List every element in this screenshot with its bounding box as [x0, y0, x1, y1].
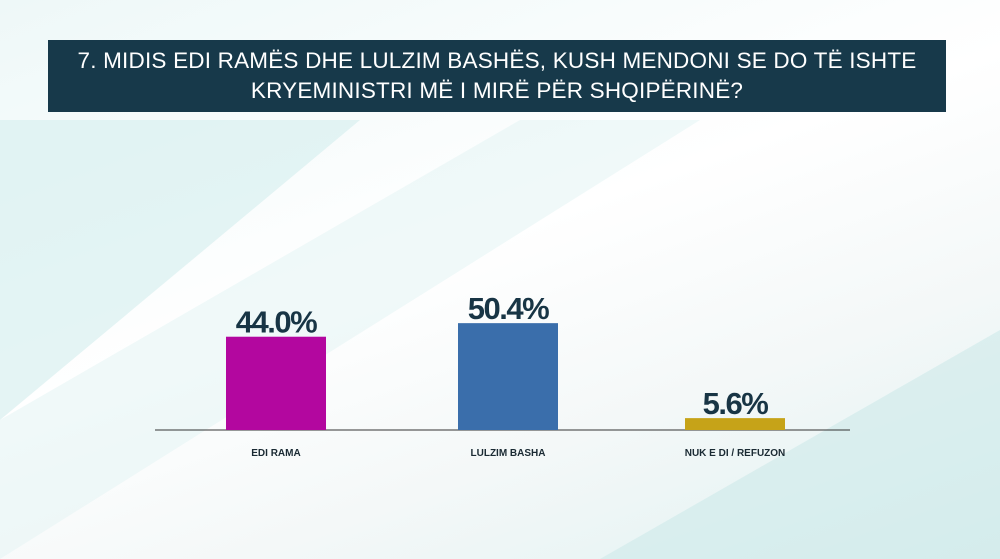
category-label: LULZIM BASHA — [471, 448, 546, 459]
value-label: 50.4% — [468, 291, 549, 326]
bar — [685, 418, 785, 430]
chart-title: 7. MIDIS EDI RAMËS DHE LULZIM BASHËS, KU… — [77, 48, 917, 103]
bar — [226, 336, 326, 430]
category-label: EDI RAMA — [251, 448, 300, 459]
value-label: 44.0% — [236, 305, 317, 340]
category-label: NUK E DI / REFUZON — [685, 448, 786, 459]
bar — [458, 323, 558, 430]
title-banner: 7. MIDIS EDI RAMËS DHE LULZIM BASHËS, KU… — [48, 40, 946, 112]
value-label: 5.6% — [703, 386, 769, 421]
